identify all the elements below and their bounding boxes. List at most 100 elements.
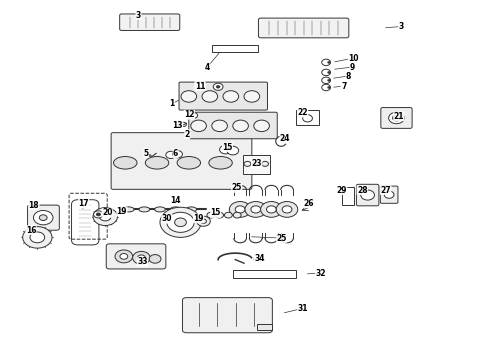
Text: 17: 17 (78, 199, 89, 208)
Circle shape (174, 218, 186, 226)
Circle shape (202, 91, 218, 102)
Circle shape (227, 146, 239, 155)
Circle shape (216, 212, 223, 218)
Circle shape (196, 216, 210, 226)
FancyBboxPatch shape (120, 14, 180, 31)
Circle shape (115, 250, 133, 263)
Text: 5: 5 (144, 149, 149, 158)
Circle shape (99, 212, 111, 221)
Text: 2: 2 (185, 130, 190, 139)
Circle shape (23, 226, 52, 248)
Ellipse shape (139, 207, 150, 212)
Circle shape (322, 69, 331, 76)
Text: 21: 21 (393, 112, 404, 121)
Text: 16: 16 (26, 226, 36, 235)
Text: 22: 22 (297, 108, 308, 117)
Text: 3: 3 (136, 10, 141, 19)
Circle shape (212, 120, 227, 132)
Circle shape (262, 161, 269, 166)
FancyBboxPatch shape (106, 244, 166, 269)
Circle shape (213, 83, 223, 90)
Circle shape (133, 251, 150, 264)
Circle shape (207, 212, 215, 218)
Circle shape (149, 255, 161, 263)
Text: 33: 33 (137, 257, 147, 266)
Circle shape (233, 212, 241, 218)
Circle shape (166, 151, 175, 158)
Ellipse shape (186, 207, 196, 212)
Circle shape (200, 219, 206, 224)
Text: 31: 31 (297, 304, 308, 313)
Circle shape (322, 77, 331, 84)
Text: 23: 23 (251, 159, 262, 168)
Circle shape (328, 86, 331, 89)
Circle shape (322, 59, 331, 66)
FancyBboxPatch shape (182, 298, 272, 333)
Circle shape (120, 253, 128, 259)
Text: 32: 32 (316, 269, 326, 278)
Circle shape (160, 207, 201, 237)
Text: 18: 18 (28, 201, 39, 210)
Circle shape (216, 85, 220, 88)
Text: 15: 15 (222, 143, 233, 152)
Text: 27: 27 (380, 185, 391, 194)
FancyBboxPatch shape (356, 184, 379, 206)
FancyBboxPatch shape (380, 186, 398, 203)
Text: 26: 26 (303, 199, 314, 208)
Circle shape (220, 145, 231, 154)
Circle shape (224, 212, 232, 218)
Text: 9: 9 (350, 63, 355, 72)
Circle shape (392, 115, 400, 121)
Text: 19: 19 (117, 207, 127, 216)
Circle shape (254, 120, 270, 132)
Circle shape (181, 91, 196, 102)
Ellipse shape (123, 207, 134, 212)
FancyBboxPatch shape (27, 205, 59, 230)
Text: 20: 20 (102, 208, 113, 217)
Text: 11: 11 (195, 82, 205, 91)
Circle shape (235, 206, 245, 213)
Circle shape (33, 211, 53, 225)
Bar (244, 155, 270, 175)
Circle shape (190, 113, 197, 118)
Circle shape (322, 84, 331, 91)
FancyBboxPatch shape (381, 108, 412, 129)
Ellipse shape (114, 157, 137, 169)
Bar (257, 324, 272, 330)
Circle shape (172, 150, 182, 158)
Text: 8: 8 (346, 72, 351, 81)
Ellipse shape (170, 207, 181, 212)
Circle shape (328, 71, 331, 73)
Ellipse shape (146, 157, 169, 169)
FancyBboxPatch shape (258, 18, 349, 38)
Circle shape (191, 120, 206, 132)
Circle shape (361, 190, 374, 200)
Bar (233, 270, 296, 278)
Text: 24: 24 (280, 134, 290, 143)
Text: 10: 10 (348, 54, 359, 63)
Text: 1: 1 (169, 99, 174, 108)
Text: 34: 34 (254, 254, 265, 263)
Text: 30: 30 (162, 214, 172, 223)
Bar (342, 187, 354, 206)
Circle shape (251, 206, 261, 213)
Text: 12: 12 (184, 110, 195, 119)
Circle shape (261, 202, 282, 217)
Circle shape (39, 215, 47, 221)
FancyBboxPatch shape (189, 112, 277, 139)
Circle shape (233, 120, 248, 132)
Text: 14: 14 (171, 196, 181, 205)
Circle shape (253, 161, 260, 166)
Circle shape (97, 213, 100, 216)
Circle shape (180, 122, 186, 127)
Circle shape (223, 91, 239, 102)
Text: 25: 25 (276, 234, 287, 243)
Circle shape (94, 211, 103, 218)
Circle shape (30, 232, 45, 243)
FancyBboxPatch shape (179, 82, 268, 110)
Ellipse shape (209, 157, 232, 169)
Text: 28: 28 (357, 185, 368, 194)
Circle shape (245, 202, 267, 217)
Circle shape (267, 206, 276, 213)
Circle shape (244, 91, 260, 102)
